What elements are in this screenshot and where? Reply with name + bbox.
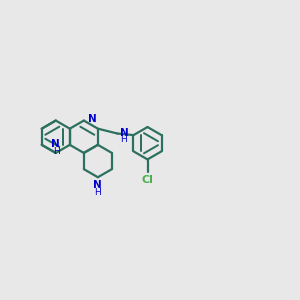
Text: N: N xyxy=(88,114,96,124)
Text: N: N xyxy=(94,180,102,190)
Text: H: H xyxy=(94,188,101,196)
Text: Cl: Cl xyxy=(142,175,153,185)
Text: N: N xyxy=(51,139,59,149)
Text: N: N xyxy=(120,128,129,138)
Text: H: H xyxy=(120,136,127,145)
Text: H: H xyxy=(53,147,59,156)
